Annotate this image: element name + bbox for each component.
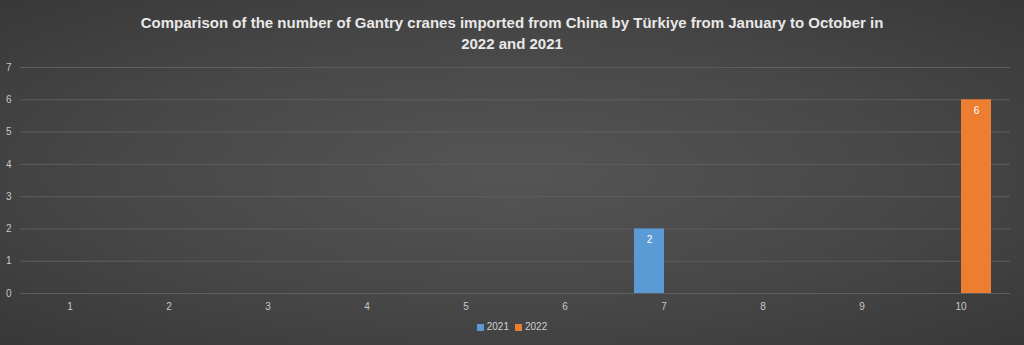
svg-text:3: 3 xyxy=(6,191,12,202)
svg-text:3: 3 xyxy=(265,301,271,312)
html-text:2021: 2021 xyxy=(486,321,509,332)
svg-text:2: 2 xyxy=(6,223,12,234)
html-text:2022: 2022 xyxy=(525,321,548,332)
svg-text:2: 2 xyxy=(166,301,172,312)
svg-text:10: 10 xyxy=(955,301,967,312)
svg-text:0: 0 xyxy=(6,288,12,299)
svg-text:9: 9 xyxy=(859,301,865,312)
svg-text:6: 6 xyxy=(974,105,980,116)
svg-text:6: 6 xyxy=(562,301,568,312)
svg-text:5: 5 xyxy=(6,126,12,137)
svg-text:7: 7 xyxy=(661,301,667,312)
svg-text:6: 6 xyxy=(6,94,12,105)
svg-text:5: 5 xyxy=(463,301,469,312)
svg-text:1: 1 xyxy=(6,255,12,266)
svg-text:4: 4 xyxy=(364,301,370,312)
svg-text:2: 2 xyxy=(647,234,653,245)
svg-text:7: 7 xyxy=(6,62,12,73)
svg-text:4: 4 xyxy=(6,159,12,170)
svg-text:8: 8 xyxy=(760,301,766,312)
svg-text:1: 1 xyxy=(67,301,73,312)
html-text:Comparison of the number of Ga: Comparison of the number of Gantry crane… xyxy=(140,14,884,52)
